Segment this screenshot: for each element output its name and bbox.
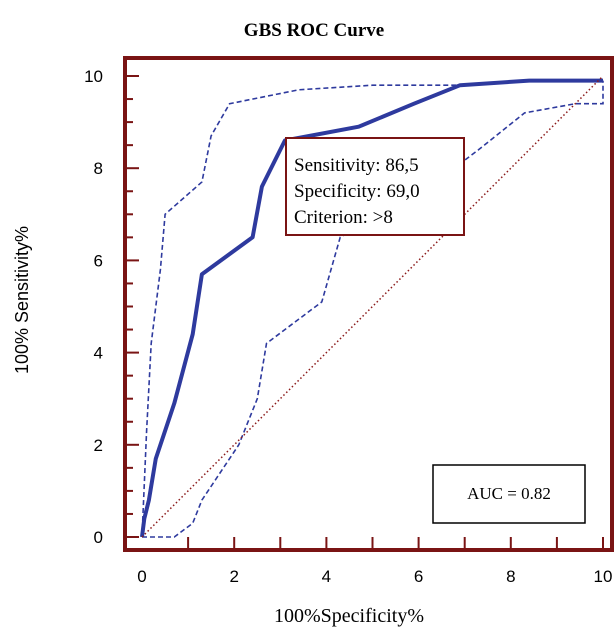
callout-line: Sensitivity: 86,5: [294, 155, 419, 176]
auc-label: AUC = 0.82: [467, 484, 551, 503]
y-axis: 0 2 4 6 8 10: [84, 67, 139, 547]
upper-confidence-bound-line: [141, 79, 603, 538]
callout-box: [285, 137, 465, 236]
criterion-callout: Sensitivity: 86,5 Specificity: 69,0 Criter…: [285, 137, 465, 236]
y-tick-label: 0: [94, 528, 103, 547]
auc-border: [432, 464, 586, 524]
plot-area: 0 2 4 6 8 10 0 2 4 6 8 10 Sensitivity: 86,5 Specifici…: [84, 56, 614, 586]
y-axis-label: 100% Sensitivity%: [12, 226, 32, 374]
auc-box: AUC = 0.82: [432, 464, 586, 524]
x-tick-label: 8: [506, 567, 515, 586]
x-tick-label: 4: [322, 567, 331, 586]
y-tick-label: 6: [94, 251, 103, 270]
x-tick-label: 2: [229, 567, 238, 586]
reference-line-line: [141, 75, 604, 538]
x-axis: 0 2 4 6 8 10: [137, 537, 612, 586]
chart-title: GBS ROC Curve: [244, 20, 384, 41]
callout-line: Specificity: 69,0: [294, 181, 420, 202]
x-tick-label: 6: [414, 567, 423, 586]
roc-curve-line: [140, 78, 603, 538]
y-tick-label: 10: [84, 67, 103, 86]
plot-frame: [123, 56, 614, 552]
x-tick-label: 10: [594, 567, 613, 586]
y-tick-label: 2: [94, 436, 103, 455]
x-tick-label: 0: [137, 567, 146, 586]
lower-confidence-bound-line: [142, 80, 604, 538]
y-tick-label: 4: [94, 344, 103, 363]
callout-line: Criterion: >8: [294, 207, 393, 228]
y-tick-label: 8: [94, 159, 103, 178]
x-axis-label: 100%Specificity%: [274, 605, 424, 627]
